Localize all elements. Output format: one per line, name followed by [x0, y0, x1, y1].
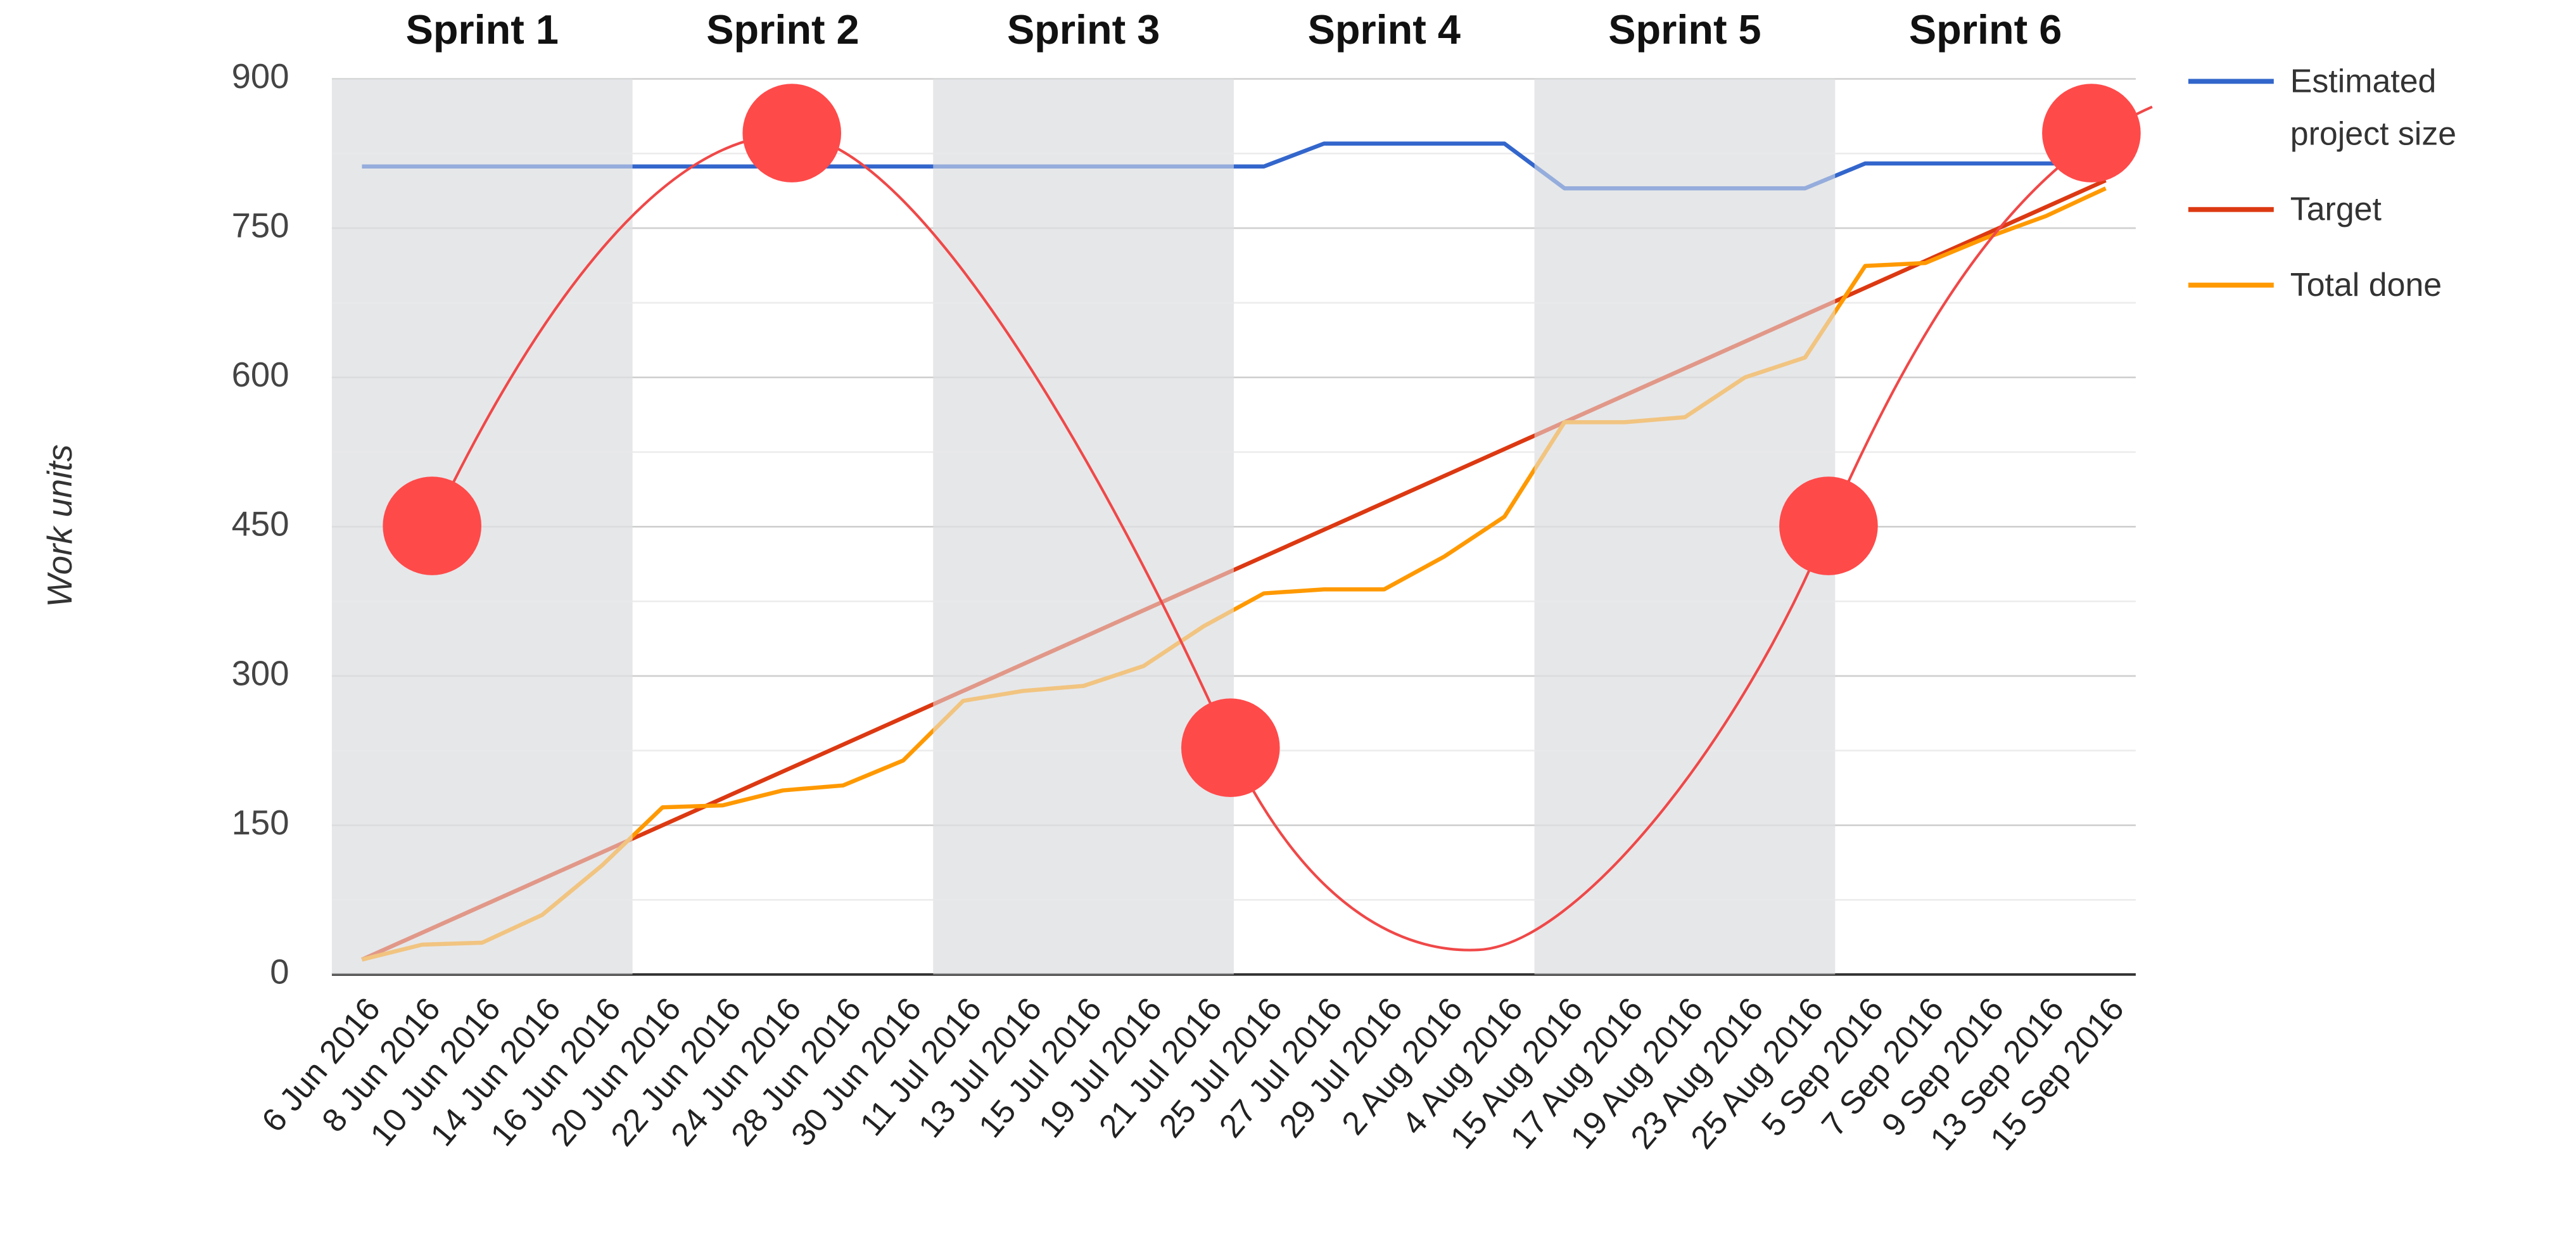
- sprint-label: Sprint 4: [1308, 6, 1461, 53]
- y-tick-label: 0: [270, 953, 289, 992]
- y-tick-label: 450: [232, 505, 289, 544]
- legend-swatch: [2188, 207, 2274, 212]
- cursor-path: [431, 105, 2153, 952]
- sprint-fade: [331, 79, 633, 975]
- annotation: [383, 84, 2153, 952]
- legend: Estimated project size Target Total done: [2188, 56, 2566, 335]
- marker: [1181, 698, 1280, 797]
- marker: [1779, 476, 1878, 575]
- legend-label: Target: [2290, 192, 2382, 229]
- sprint-fade: [933, 79, 1234, 975]
- sprint-label: Sprint 6: [1909, 6, 2062, 53]
- y-axis-label: Work units: [41, 444, 79, 607]
- y-tick-label: 750: [232, 206, 289, 245]
- legend-label: Total done: [2290, 267, 2442, 304]
- legend-item: Target: [2188, 184, 2566, 237]
- legend-item: Estimated project size: [2188, 56, 2566, 161]
- y-tick-label: 600: [232, 355, 289, 394]
- marker: [2042, 84, 2141, 182]
- legend-item: Total done: [2188, 260, 2566, 312]
- y-tick-label: 900: [232, 57, 289, 96]
- legend-swatch: [2188, 79, 2274, 84]
- sprint-label: Sprint 2: [706, 6, 859, 53]
- sprint-label: Sprint 1: [406, 6, 559, 53]
- legend-label: Estimated project size: [2290, 64, 2457, 153]
- sprint-label: Sprint 3: [1007, 6, 1160, 53]
- marker: [742, 84, 842, 182]
- y-tick-label: 300: [232, 654, 289, 692]
- sprint-label: Sprint 5: [1608, 6, 1761, 53]
- marker: [383, 476, 481, 575]
- legend-swatch: [2188, 283, 2274, 288]
- y-tick-label: 150: [232, 803, 289, 842]
